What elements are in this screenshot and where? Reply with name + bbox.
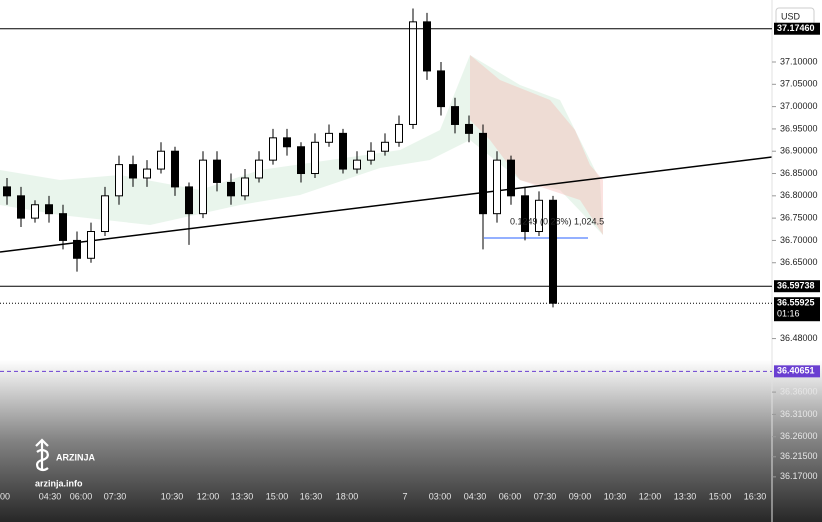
candle-body <box>479 132 487 215</box>
price-label: 36.40651 <box>777 366 815 376</box>
x-tick-label: 12:00 <box>639 491 662 501</box>
candle-body <box>465 123 473 134</box>
candle-body <box>87 231 95 259</box>
candle-body <box>339 132 347 170</box>
candle-body <box>353 159 361 170</box>
x-tick-label: 06:00 <box>70 491 93 501</box>
y-tick-label: 37.05000 <box>780 79 818 89</box>
cloud <box>470 55 603 235</box>
countdown: 01:16 <box>777 309 800 319</box>
x-tick-label: 15:00 <box>266 491 289 501</box>
y-tick-label: 36.21500 <box>780 451 818 461</box>
candle-body <box>45 204 53 215</box>
y-tick-label: 36.80000 <box>780 190 818 200</box>
watermark-brand: ARZINJA <box>56 452 96 462</box>
candle-body <box>269 137 277 161</box>
y-tick-label: 36.17000 <box>780 471 818 481</box>
x-tick-label: 07:30 <box>104 491 127 501</box>
candle-body <box>129 164 137 179</box>
plot <box>3 8 557 308</box>
price-label-box <box>774 365 820 378</box>
candle-body <box>241 177 249 197</box>
trend-line <box>0 156 773 253</box>
candle-body <box>325 132 333 143</box>
price-axis: 37.10000 37.05000 37.00000 36.95000 36.90000… <box>771 0 818 522</box>
y-tick-label: 36.48000 <box>780 333 818 343</box>
candle-body <box>409 21 417 125</box>
x-tick-label: 18:00 <box>336 491 359 501</box>
y-tick-label: 36.26000 <box>780 431 818 441</box>
candle-body <box>115 164 123 197</box>
x-tick-label: 16:30 <box>744 491 767 501</box>
candle-body <box>423 21 431 72</box>
x-tick-label: 00 <box>0 491 10 501</box>
candle-body <box>381 141 389 152</box>
price-label-box <box>774 297 820 322</box>
candle-body <box>521 195 529 233</box>
candle-body <box>213 159 221 183</box>
y-tick-label: 36.90000 <box>780 146 818 156</box>
x-tick-label: 04:30 <box>39 491 62 501</box>
watermark-site: arzinja.info <box>35 478 83 488</box>
candle-body <box>101 195 109 233</box>
candle-body <box>507 159 515 197</box>
candle-body <box>143 168 151 179</box>
candle-body <box>395 123 403 143</box>
y-tick-label: 36.65000 <box>780 257 818 267</box>
candle-body <box>367 150 375 161</box>
candle-body <box>311 141 319 175</box>
candle-body <box>31 204 39 219</box>
candle-body <box>199 159 207 215</box>
x-tick-label: 06:00 <box>499 491 522 501</box>
x-tick-label: 04:30 <box>464 491 487 501</box>
y-tick-label: 36.85000 <box>780 168 818 178</box>
watermark-logo <box>35 438 49 472</box>
candle-body <box>185 186 193 215</box>
y-tick-label: 36.36000 <box>780 386 818 396</box>
currency: USD <box>781 11 801 21</box>
price-label-box <box>774 22 820 35</box>
annotation: 0.1249 (0.28%) 1,024.5 <box>510 216 604 226</box>
candle-body <box>171 150 179 188</box>
candle-body <box>451 106 459 125</box>
x-tick-label: 07:30 <box>534 491 557 501</box>
candle-body <box>17 195 25 219</box>
y-tick-label: 36.70000 <box>780 235 818 245</box>
x-tick-label: 13:30 <box>674 491 697 501</box>
candle-body <box>297 146 305 175</box>
y-tick-label: 37.00000 <box>780 101 818 111</box>
x-tick-label: 10:30 <box>161 491 184 501</box>
y-tick-label: 36.31000 <box>780 409 818 419</box>
price-label: 36.55925 <box>777 298 815 308</box>
candle-body <box>437 70 445 108</box>
cloud <box>0 55 603 235</box>
x-tick-label: 13:30 <box>231 491 254 501</box>
price-label: 37.17460 <box>777 23 815 33</box>
y-tick-label: 36.95000 <box>780 123 818 133</box>
candle-body <box>255 159 263 179</box>
price-label: 36.59738 <box>777 281 815 291</box>
candle-body <box>493 159 501 215</box>
x-tick-label: 09:00 <box>569 491 592 501</box>
x-tick-label: 15:00 <box>709 491 732 501</box>
x-tick-label: 16:30 <box>300 491 323 501</box>
y-tick-label: 36.75000 <box>780 213 818 223</box>
candle-body <box>73 239 81 259</box>
x-tick-label: 12:00 <box>197 491 220 501</box>
candle-body <box>59 213 67 241</box>
candle-body <box>535 199 543 233</box>
x-tick-label: 10:30 <box>604 491 627 501</box>
candle-body <box>227 181 235 197</box>
x-tick-label: 7 <box>402 491 407 501</box>
candle-body <box>157 150 165 170</box>
y-tick-label: 37.10000 <box>780 56 818 66</box>
candle-body <box>283 137 291 148</box>
bottom-fade <box>0 360 822 522</box>
price-label-box <box>774 280 820 293</box>
x-tick-label: 03:00 <box>429 491 452 501</box>
candle-body <box>3 186 11 197</box>
